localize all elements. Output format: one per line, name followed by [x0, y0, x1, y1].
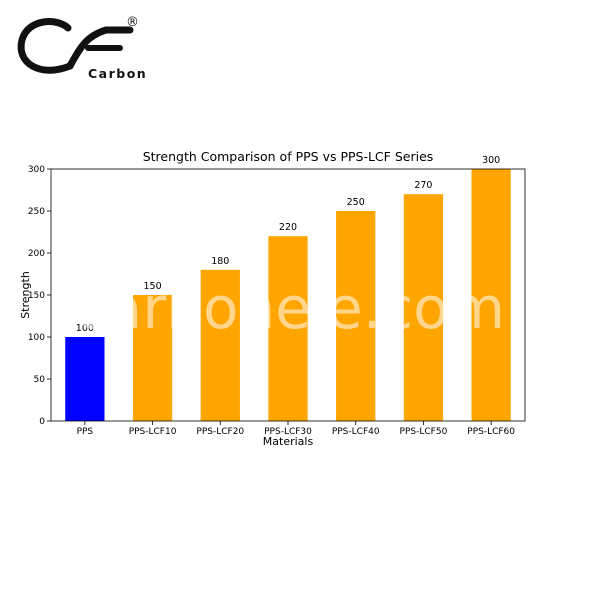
data-label-pps-lcf60: 300 — [482, 155, 500, 166]
data-label-pps: 100 — [76, 323, 94, 334]
y-tick-label: 300 — [28, 165, 45, 175]
bar-pps-lcf60 — [471, 169, 511, 421]
x-tick-label: PPS-LCF10 — [129, 427, 177, 437]
bar-pps-lcf10 — [132, 295, 173, 421]
bar-pps-lcf20 — [200, 269, 240, 421]
data-label-pps-lcf50: 270 — [414, 180, 432, 191]
x-axis: PPS PPS-LCF10 PPS-LCF20 PPS-LCF30 PPS-LCF40 P… — [77, 421, 515, 437]
y-tick-label: 200 — [28, 249, 45, 259]
x-tick-label: PPS — [77, 427, 94, 437]
bar-pps — [65, 337, 105, 421]
data-label-pps-lcf20: 180 — [211, 256, 229, 267]
y-tick-label: 50 — [34, 375, 46, 385]
watermark-text: carbonele.com — [75, 274, 505, 342]
bar-pps-lcf50 — [403, 194, 444, 421]
bars-group: 100 150 180 220 250 270 300 — [65, 155, 511, 421]
y-axis-title: Strength — [19, 271, 32, 319]
x-axis-title: Materials — [263, 435, 314, 448]
y-tick-label: 100 — [28, 333, 45, 343]
registered-mark: ® — [126, 15, 139, 30]
x-tick-label: PPS-LCF60 — [467, 427, 515, 437]
x-tick-label: PPS-LCF50 — [400, 427, 448, 437]
x-tick-label: PPS-LCF40 — [332, 427, 380, 437]
x-tick-label: PPS-LCF20 — [196, 427, 244, 437]
data-label-pps-lcf30: 220 — [279, 222, 297, 233]
brand-text: Carbon — [88, 66, 147, 81]
plot-frame — [50, 168, 526, 422]
y-tick-label: 0 — [39, 417, 45, 427]
y-axis: 0 50 100 150 200 250 300 — [28, 165, 51, 427]
data-label-pps-lcf10: 150 — [144, 281, 162, 292]
y-tick-label: 250 — [28, 207, 45, 217]
data-label-pps-lcf40: 250 — [347, 197, 365, 208]
bar-pps-lcf40 — [336, 211, 376, 421]
cf-mark-icon — [17, 18, 134, 74]
x-tick-label: PPS-LCF30 — [264, 427, 312, 437]
bar-pps-lcf30 — [268, 236, 308, 421]
chart-title: Strength Comparison of PPS vs PPS-LCF Se… — [143, 149, 434, 164]
y-tick-label: 150 — [28, 291, 45, 301]
cf-carbon-logo: ® Carbon — [17, 15, 147, 81]
